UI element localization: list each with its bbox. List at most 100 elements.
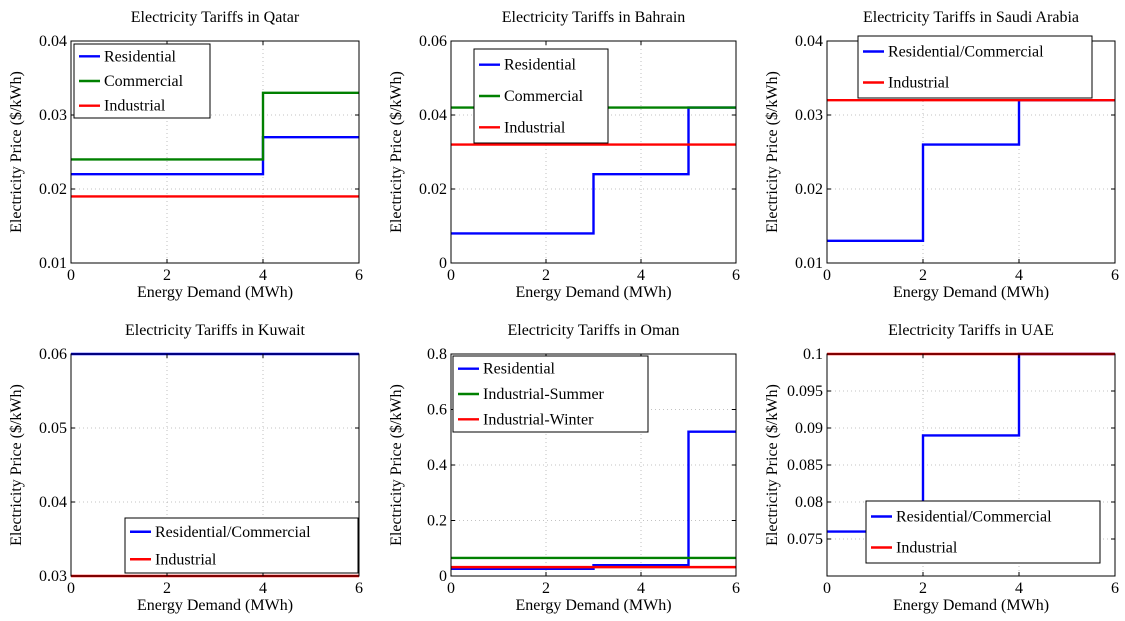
x-tick-label: 6 bbox=[1111, 267, 1119, 284]
chart-panel-3: 0 2 4 6 0.01 0.02 0.03 0.04 Electricity Tariffs … bbox=[764, 9, 1119, 301]
y-axis-label: Electricity Price ($/kWh) bbox=[764, 384, 781, 546]
legend-entry: Residential/Commercial bbox=[155, 524, 311, 541]
x-tick-label: 4 bbox=[1015, 267, 1023, 284]
y-tick-label: 0.4 bbox=[427, 457, 447, 474]
x-tick-label: 0 bbox=[447, 580, 455, 597]
x-tick-label: 6 bbox=[732, 267, 740, 284]
legend-entry: Industrial-Summer bbox=[483, 386, 605, 403]
y-tick-label: 0.1 bbox=[803, 346, 823, 363]
chart-title: Electricity Tariffs in Oman bbox=[507, 322, 679, 339]
legend-box bbox=[857, 35, 1093, 99]
y-tick-label: 0 bbox=[439, 568, 447, 585]
y-tick-label: 0.095 bbox=[787, 383, 823, 400]
x-tick-label: 0 bbox=[67, 267, 75, 284]
x-tick-label: 4 bbox=[259, 267, 267, 284]
x-axis-label: Energy Demand (MWh) bbox=[893, 597, 1049, 614]
y-tick-label: 0.6 bbox=[427, 402, 447, 419]
x-axis-label: Energy Demand (MWh) bbox=[893, 284, 1049, 301]
x-tick-label: 6 bbox=[1111, 580, 1119, 597]
x-axis-label: Energy Demand (MWh) bbox=[137, 284, 293, 301]
y-tick-label: 0.08 bbox=[795, 494, 823, 511]
series-line-residential-commercial bbox=[827, 98, 1115, 243]
legend-entry: Industrial bbox=[888, 75, 950, 92]
y-axis-label: Electricity Price ($/kWh) bbox=[388, 384, 405, 546]
legend-entry: Residential/Commercial bbox=[888, 44, 1044, 61]
y-tick-label: 0.2 bbox=[427, 513, 447, 530]
legend-entry: Industrial bbox=[104, 98, 166, 115]
legend-entry: Commercial bbox=[504, 88, 584, 105]
x-tick-label: 4 bbox=[259, 580, 267, 597]
y-axis-label: Electricity Price ($/kWh) bbox=[8, 71, 25, 233]
y-tick-label: 0.02 bbox=[419, 181, 447, 198]
y-tick-label: 0.02 bbox=[39, 181, 67, 198]
x-tick-label: 0 bbox=[447, 267, 455, 284]
plot-frame bbox=[70, 353, 360, 577]
x-tick-label: 6 bbox=[355, 580, 363, 597]
chart-title: Electricity Tariffs in Bahrain bbox=[502, 9, 686, 26]
legend: Residential Commercial Industrial bbox=[73, 43, 211, 119]
legend-entry: Residential/Commercial bbox=[896, 509, 1052, 526]
legend-entry: Residential bbox=[504, 57, 577, 74]
x-tick-label: 4 bbox=[637, 580, 645, 597]
y-tick-label: 0.04 bbox=[795, 33, 823, 50]
y-tick-label: 0.01 bbox=[39, 255, 67, 272]
y-tick-label: 0.04 bbox=[39, 33, 67, 50]
x-axis-label: Energy Demand (MWh) bbox=[515, 597, 671, 614]
legend-entry: Residential bbox=[104, 48, 177, 65]
series-line-residential bbox=[71, 135, 359, 176]
legend-entry: Industrial bbox=[504, 119, 566, 136]
legend-box bbox=[124, 517, 359, 574]
y-axis-label: Electricity Price ($/kWh) bbox=[8, 384, 25, 546]
x-tick-label: 2 bbox=[542, 267, 550, 284]
legend: Residential/Commercial Industrial bbox=[124, 517, 359, 574]
y-tick-label: 0.03 bbox=[795, 107, 823, 124]
series-line-commercial bbox=[71, 91, 359, 161]
x-tick-label: 6 bbox=[355, 267, 363, 284]
x-tick-label: 2 bbox=[919, 267, 927, 284]
y-tick-label: 0.05 bbox=[39, 420, 67, 437]
chart-panel-1: 0 2 4 6 0.01 0.02 0.03 0.04 Electricity Tariffs … bbox=[8, 9, 363, 301]
y-tick-label: 0.04 bbox=[39, 494, 67, 511]
y-axis-label: Electricity Price ($/kWh) bbox=[764, 71, 781, 233]
y-tick-label: 0.03 bbox=[39, 568, 67, 585]
legend-entry: Industrial bbox=[896, 540, 958, 557]
y-tick-label: 0.01 bbox=[795, 255, 823, 272]
plot-frame bbox=[450, 40, 737, 264]
legend-entry: Commercial bbox=[104, 73, 184, 90]
chart-title: Electricity Tariffs in Saudi Arabia bbox=[863, 9, 1079, 26]
x-tick-label: 2 bbox=[542, 580, 550, 597]
y-tick-label: 0.06 bbox=[39, 346, 67, 363]
x-tick-label: 6 bbox=[732, 580, 740, 597]
legend-box bbox=[452, 355, 649, 433]
chart-panel-2: 0 2 4 6 0 0.02 0.04 0.06 Electricity Tariffs in … bbox=[388, 9, 740, 301]
y-tick-label: 0.04 bbox=[419, 107, 447, 124]
chart-panel-4: 0 2 4 6 0.03 0.04 0.05 0.06 Electricity Tariffs … bbox=[8, 322, 363, 614]
series-line-residential bbox=[451, 430, 736, 570]
plot-frame bbox=[70, 40, 360, 264]
x-axis-label: Energy Demand (MWh) bbox=[515, 284, 671, 301]
chart-panel-6: 0 2 4 6 0.075 0.08 0.085 0.09 0.095 0.1 Electricit… bbox=[764, 322, 1119, 614]
y-tick-label: 0.075 bbox=[787, 531, 823, 548]
legend: Residential/Commercial Industrial bbox=[857, 35, 1093, 99]
y-tick-label: 0.03 bbox=[39, 107, 67, 124]
y-axis-label: Electricity Price ($/kWh) bbox=[388, 71, 405, 233]
x-tick-label: 4 bbox=[637, 267, 645, 284]
legend-entry: Industrial bbox=[155, 551, 217, 568]
chart-title: Electricity Tariffs in Kuwait bbox=[125, 322, 306, 339]
chart-panel-5: 0 2 4 6 0 0.2 0.4 0.6 0.8 Electricity Tariffs in … bbox=[388, 322, 740, 614]
y-tick-label: 0.09 bbox=[795, 420, 823, 437]
y-tick-label: 0.085 bbox=[787, 457, 823, 474]
x-tick-label: 2 bbox=[919, 580, 927, 597]
chart-title: Electricity Tariffs in Qatar bbox=[131, 9, 300, 26]
y-tick-label: 0 bbox=[439, 255, 447, 272]
legend: Residential/Commercial Industrial bbox=[865, 500, 1101, 564]
chart-title: Electricity Tariffs in UAE bbox=[888, 322, 1054, 339]
legend: Residential Industrial-Summer Industrial-W… bbox=[452, 355, 649, 433]
x-tick-label: 2 bbox=[163, 580, 171, 597]
y-tick-label: 0.02 bbox=[795, 181, 823, 198]
legend-entry: Industrial-Winter bbox=[483, 411, 594, 428]
x-tick-label: 0 bbox=[823, 580, 831, 597]
x-tick-label: 2 bbox=[163, 267, 171, 284]
x-tick-label: 4 bbox=[1015, 580, 1023, 597]
